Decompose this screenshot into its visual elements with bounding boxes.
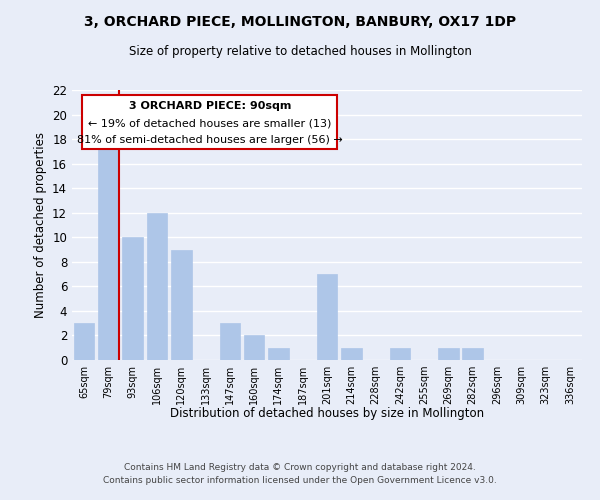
Text: ← 19% of detached houses are smaller (13): ← 19% of detached houses are smaller (13… [88, 118, 331, 128]
Bar [341, 348, 362, 360]
Bar [438, 348, 459, 360]
Y-axis label: Number of detached properties: Number of detached properties [34, 132, 47, 318]
Bar [74, 323, 94, 360]
Bar [463, 348, 483, 360]
Text: Contains HM Land Registry data © Crown copyright and database right 2024.
Contai: Contains HM Land Registry data © Crown c… [103, 463, 497, 485]
FancyBboxPatch shape [82, 96, 337, 150]
Bar [171, 250, 191, 360]
Bar [220, 323, 240, 360]
Text: 3 ORCHARD PIECE: 90sqm: 3 ORCHARD PIECE: 90sqm [128, 101, 291, 111]
Bar [317, 274, 337, 360]
Bar [389, 348, 410, 360]
Text: 3, ORCHARD PIECE, MOLLINGTON, BANBURY, OX17 1DP: 3, ORCHARD PIECE, MOLLINGTON, BANBURY, O… [84, 15, 516, 29]
Bar [98, 127, 119, 360]
Text: 81% of semi-detached houses are larger (56) →: 81% of semi-detached houses are larger (… [77, 134, 343, 144]
Text: Size of property relative to detached houses in Mollington: Size of property relative to detached ho… [128, 45, 472, 58]
Bar [268, 348, 289, 360]
Bar [244, 336, 265, 360]
Bar [146, 212, 167, 360]
Bar [122, 238, 143, 360]
X-axis label: Distribution of detached houses by size in Mollington: Distribution of detached houses by size … [170, 407, 484, 420]
